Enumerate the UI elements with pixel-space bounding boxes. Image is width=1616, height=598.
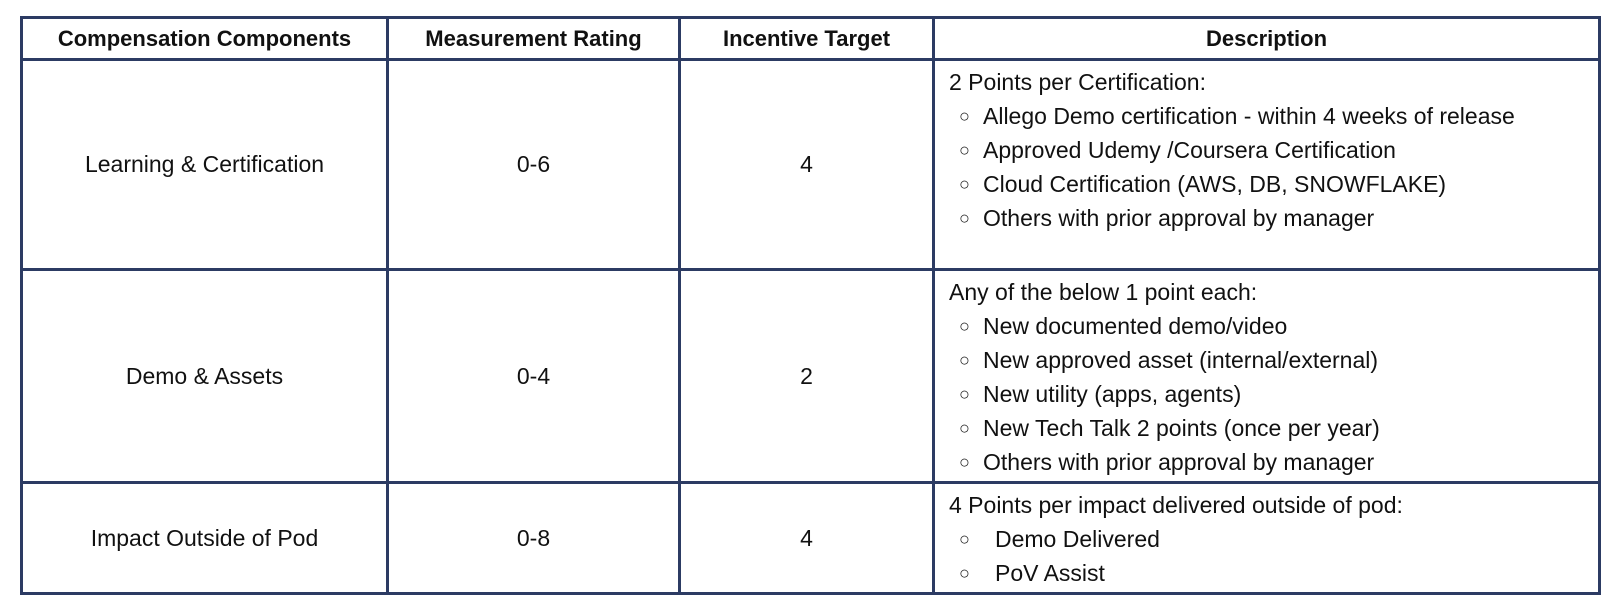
table-header: Compensation Components Measurement Rati… (20, 16, 1601, 61)
table-row: Learning & Certification 0-6 4 2 Points … (20, 58, 1601, 271)
list-item: ○ PoV Assist (949, 556, 1588, 590)
bullet-text: Approved Udemy /Coursera Certification (983, 137, 1396, 163)
component-cell: Learning & Certification (20, 58, 389, 271)
bullet-text: New Tech Talk 2 points (once per year) (983, 415, 1380, 441)
bullet-text: New utility (apps, agents) (983, 381, 1242, 407)
description-intro: 2 Points per Certification: (949, 69, 1206, 95)
bullet-text: New approved asset (internal/external) (983, 347, 1379, 373)
component-cell: Impact Outside of Pod (20, 481, 389, 595)
table-body: Learning & Certification 0-6 4 2 Points … (20, 58, 1601, 595)
bullet-text: Cloud Certification (AWS, DB, SNOWFLAKE) (983, 171, 1447, 197)
target-cell: 4 (678, 58, 935, 271)
header-row: Compensation Components Measurement Rati… (20, 16, 1601, 61)
bullet-text: New documented demo/video (983, 313, 1288, 339)
header-compensation-components: Compensation Components (20, 16, 389, 61)
hollow-circle-bullet-icon: ○ (959, 350, 970, 370)
list-item: ○ Demo Delivered (949, 522, 1588, 556)
table-row: Impact Outside of Pod 0-8 4 4 Points per… (20, 481, 1601, 595)
hollow-circle-bullet-icon: ○ (959, 529, 970, 549)
header-measurement-rating: Measurement Rating (386, 16, 681, 61)
description-intro: Any of the below 1 point each: (949, 279, 1258, 305)
description-cell: 2 Points per Certification: ○ Allego Dem… (932, 58, 1601, 271)
target-cell: 4 (678, 481, 935, 595)
hollow-circle-bullet-icon: ○ (959, 106, 970, 126)
hollow-circle-bullet-icon: ○ (959, 384, 970, 404)
list-item: ○ Others with prior approval by manager (949, 445, 1588, 479)
hollow-circle-bullet-icon: ○ (959, 452, 970, 472)
list-item: ○ New documented demo/video (949, 309, 1588, 343)
bullet-text: PoV Assist (995, 560, 1105, 586)
bullet-text: Demo Delivered (995, 526, 1160, 552)
bullet-text: Others with prior approval by manager (983, 449, 1375, 475)
compensation-table: Compensation Components Measurement Rati… (20, 16, 1601, 595)
component-cell: Demo & Assets (20, 268, 389, 484)
list-item: ○ Approved Udemy /Coursera Certification (949, 133, 1588, 167)
list-item: ○ Cloud Certification (AWS, DB, SNOWFLAK… (949, 167, 1588, 201)
description-bullet-list: ○ New documented demo/video ○ New approv… (949, 309, 1588, 479)
hollow-circle-bullet-icon: ○ (959, 208, 970, 228)
list-item: ○ New Tech Talk 2 points (once per year) (949, 411, 1588, 445)
target-cell: 2 (678, 268, 935, 484)
list-item: ○ New utility (apps, agents) (949, 377, 1588, 411)
header-description: Description (932, 16, 1601, 61)
description-intro: 4 Points per impact delivered outside of… (949, 492, 1403, 518)
list-item: ○ Others with prior approval by manager (949, 201, 1588, 235)
rating-cell: 0-8 (386, 481, 681, 595)
hollow-circle-bullet-icon: ○ (959, 316, 970, 336)
description-bullet-list: ○ Demo Delivered ○ PoV Assist (949, 522, 1588, 590)
list-item: ○ New approved asset (internal/external) (949, 343, 1588, 377)
hollow-circle-bullet-icon: ○ (959, 140, 970, 160)
bullet-text: Others with prior approval by manager (983, 205, 1375, 231)
description-cell: Any of the below 1 point each: ○ New doc… (932, 268, 1601, 484)
bullet-text: Allego Demo certification - within 4 wee… (983, 103, 1515, 129)
hollow-circle-bullet-icon: ○ (959, 563, 970, 583)
table-row: Demo & Assets 0-4 2 Any of the below 1 p… (20, 268, 1601, 484)
rating-cell: 0-6 (386, 58, 681, 271)
description-bullet-list: ○ Allego Demo certification - within 4 w… (949, 99, 1588, 235)
hollow-circle-bullet-icon: ○ (959, 174, 970, 194)
list-item: ○ Allego Demo certification - within 4 w… (949, 99, 1588, 133)
hollow-circle-bullet-icon: ○ (959, 418, 970, 438)
header-incentive-target: Incentive Target (678, 16, 935, 61)
description-cell: 4 Points per impact delivered outside of… (932, 481, 1601, 595)
rating-cell: 0-4 (386, 268, 681, 484)
